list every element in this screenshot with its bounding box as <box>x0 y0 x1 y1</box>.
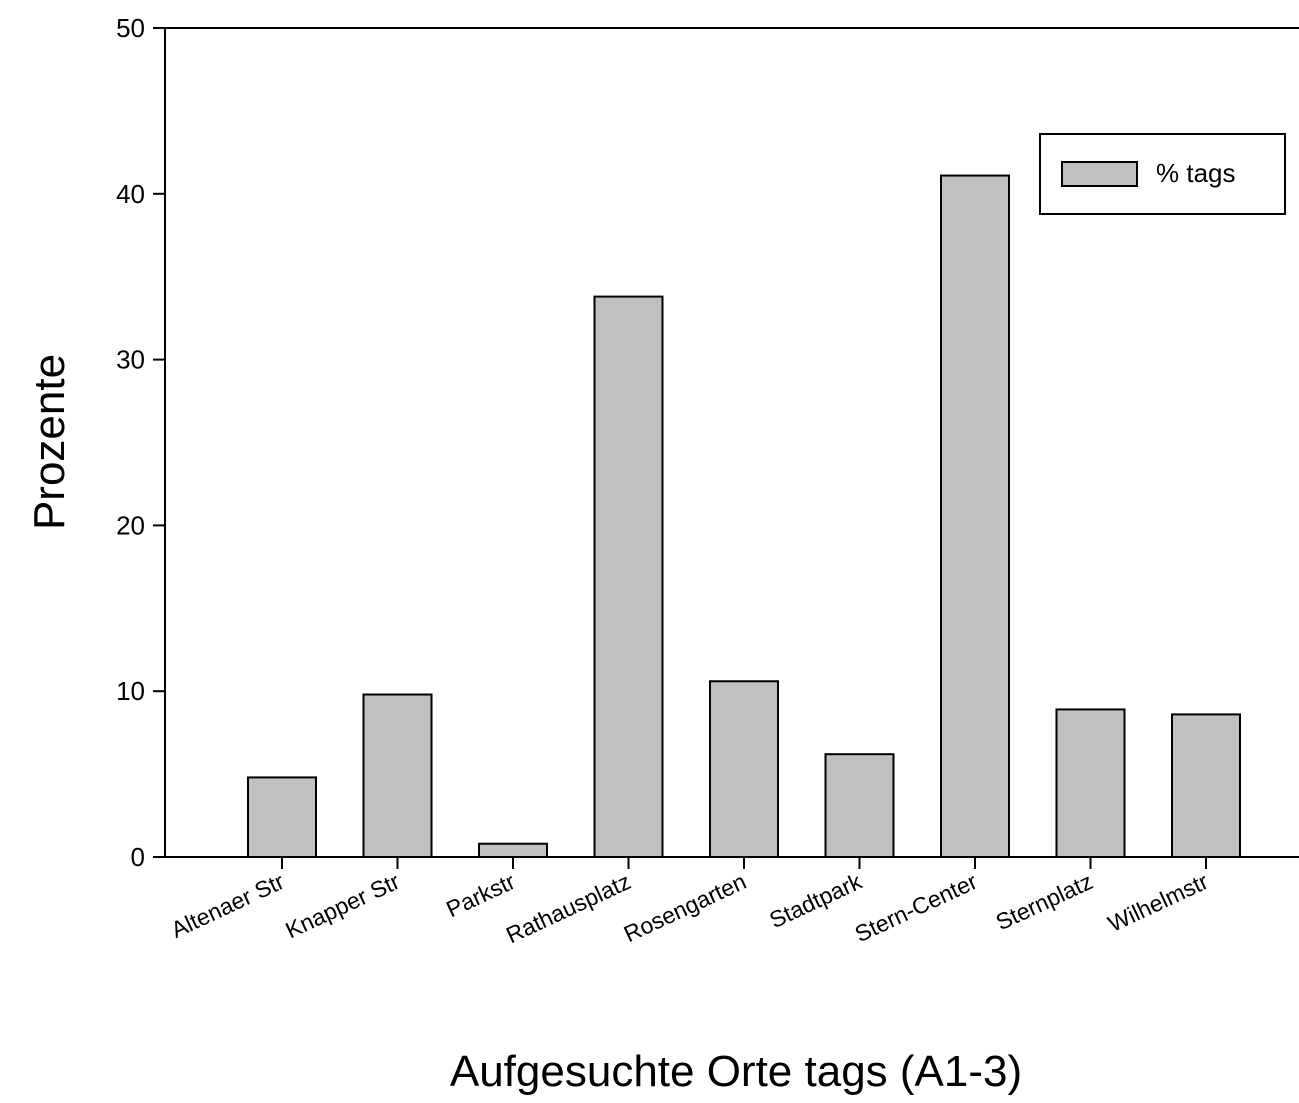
x-category-label: Rathausplatz <box>502 868 635 948</box>
y-tick-label: 10 <box>116 676 145 706</box>
y-tick-label: 30 <box>116 345 145 375</box>
y-tick-label: 50 <box>116 13 145 43</box>
bar-rosengarten <box>710 681 778 857</box>
y-axis-title: Prozente <box>25 354 74 530</box>
bars <box>248 176 1240 857</box>
x-axis-title: Aufgesuchte Orte tags (A1-3) <box>450 1047 1022 1096</box>
y-tick-label: 0 <box>131 842 145 872</box>
bar-stern-center <box>941 176 1009 857</box>
x-category-label: Stern-Center <box>851 868 982 947</box>
y-axis-ticks: 0 10 20 30 40 50 <box>116 13 165 872</box>
bar-wilhelmstr <box>1172 714 1240 857</box>
y-tick-label: 20 <box>116 510 145 540</box>
bar-knapper-str <box>364 695 432 857</box>
bar-altenaer-str <box>248 777 316 857</box>
legend-swatch <box>1062 162 1137 186</box>
x-category-label: Wilhelmstr <box>1104 868 1213 937</box>
legend: % tags <box>1040 134 1285 214</box>
legend-label: % tags <box>1156 158 1236 188</box>
x-category-label: Sternplatz <box>992 868 1097 935</box>
bar-sternplatz <box>1057 709 1125 857</box>
x-category-label: Parkstr <box>442 868 519 922</box>
bar-stadtpark <box>826 754 894 857</box>
x-category-label: Rosengarten <box>620 868 750 947</box>
bar-rathausplatz <box>595 297 663 857</box>
y-tick-label: 40 <box>116 179 145 209</box>
x-category-label: Altenaer Str <box>167 868 288 943</box>
x-category-label: Knapper Str <box>281 868 404 944</box>
bar-parkstr <box>479 844 547 857</box>
